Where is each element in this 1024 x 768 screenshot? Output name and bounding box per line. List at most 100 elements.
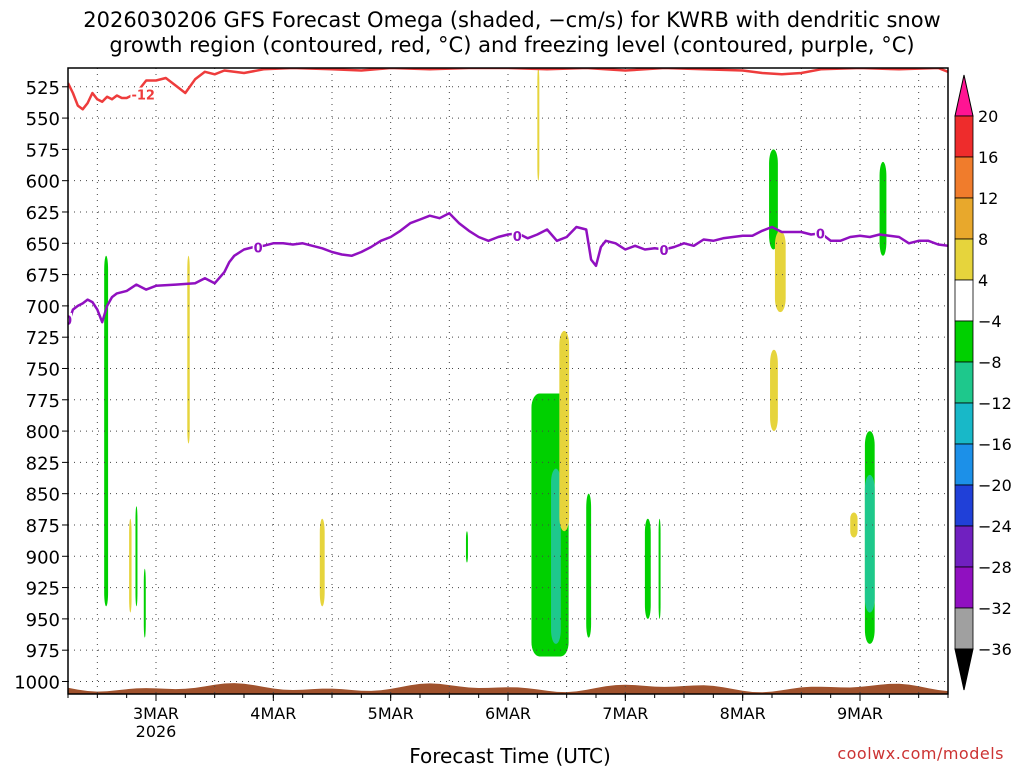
colorbar-label-5: −4 — [978, 312, 1002, 331]
colorbar-box-8 — [954, 402, 974, 445]
colorbar-label-8: −16 — [978, 435, 1012, 454]
colorbar-label-0: 20 — [978, 107, 998, 126]
credit-link[interactable]: coolwx.com/models — [837, 744, 1004, 763]
y-tick-label-900: 900 — [26, 547, 60, 568]
x-tick-label-6: 9MAR — [837, 704, 883, 723]
omega-region-6 — [465, 531, 468, 563]
omega-region-3 — [143, 568, 146, 638]
omega-region-22 — [537, 68, 540, 181]
colorbar-box-5 — [954, 279, 974, 322]
grid-layer — [68, 68, 948, 694]
y-tick-label-800: 800 — [26, 422, 60, 443]
contour-label-bg-5 — [814, 226, 825, 241]
omega-region-13 — [769, 149, 778, 250]
contour-line-0 — [68, 68, 948, 111]
y-tick-label-775: 775 — [26, 391, 60, 412]
colorbar-label-13: −36 — [978, 640, 1012, 659]
colorbar-box-11 — [954, 525, 974, 568]
colorbar-label-7: −12 — [978, 394, 1012, 413]
chart-title-line-2: growth region (contoured, red, °C) and f… — [109, 33, 915, 57]
x-tick-label-5: 8MAR — [720, 704, 766, 723]
y-tick-label-550: 550 — [26, 109, 60, 130]
omega-region-5 — [319, 518, 325, 607]
omega-region-18 — [850, 512, 858, 538]
omega-region-10 — [586, 493, 592, 638]
colorbar-label-1: 16 — [978, 148, 998, 167]
omega-region-4 — [187, 255, 190, 444]
contour-label-bg-4 — [658, 242, 669, 257]
contour-label-bg-2 — [252, 240, 263, 255]
x-axis-title: Forecast Time (UTC) — [409, 744, 611, 768]
omega-region-21 — [977, 156, 984, 281]
colorbar-box-3 — [954, 197, 974, 240]
chart-title-line-1: 2026030206 GFS Forecast Omega (shaded, −… — [83, 8, 941, 32]
omega-region-12 — [658, 518, 661, 619]
contour-label-5: 0 — [816, 228, 825, 243]
y-tick-label-625: 625 — [26, 203, 60, 224]
colorbar-label-12: −32 — [978, 599, 1012, 618]
colorbar-box-7 — [954, 361, 974, 404]
y-tick-label-525: 525 — [26, 78, 60, 99]
contour-label-1: 0 — [63, 314, 72, 329]
omega-region-11 — [644, 518, 651, 619]
contour-label-2: 0 — [254, 241, 263, 256]
terrain-fill — [68, 683, 948, 694]
colorbar-box-10 — [954, 484, 974, 527]
contour-line-1 — [68, 211, 948, 326]
omega-region-2 — [135, 506, 138, 607]
contour-layer: -12 0 0 0 0 0 — [63, 68, 948, 329]
y-tick-label-925: 925 — [26, 579, 60, 600]
colorbar-label-3: 8 — [978, 230, 988, 249]
omega-region-19 — [879, 161, 887, 256]
colorbar-label-6: −8 — [978, 353, 1002, 372]
x-tick-label-4: 7MAR — [602, 704, 648, 723]
axes-layer: 525 550 575 600 625 650 675 700 725 750 775 800 825 8… — [14, 67, 949, 741]
y-tick-label-750: 750 — [26, 359, 60, 380]
omega-region-15 — [770, 349, 778, 432]
colorbar-label-10: −24 — [978, 517, 1012, 536]
colorbar-box-12 — [954, 566, 974, 609]
y-tick-label-950: 950 — [26, 610, 60, 631]
omega-region-17 — [864, 474, 875, 613]
contour-label-3: 0 — [513, 230, 522, 245]
y-tick-label-675: 675 — [26, 266, 60, 287]
contour-label-bg-3 — [511, 229, 522, 244]
colorbar-box-6 — [954, 320, 974, 363]
colorbar-box-2 — [954, 156, 974, 199]
colorbar: 20 16 12 8 4 −4 −8 −12 −16 −20 −24 −28 −32 −36 — [954, 74, 1012, 691]
colorbar-box-1 — [954, 115, 974, 158]
y-tick-label-575: 575 — [26, 140, 60, 161]
colorbar-box-4 — [954, 238, 974, 281]
omega-region-8 — [551, 468, 561, 644]
omega-shading-layer — [104, 68, 984, 657]
omega-region-1 — [129, 518, 132, 613]
y-tick-label-825: 825 — [26, 453, 60, 474]
x-tick-label-2: 5MAR — [368, 704, 414, 723]
x-tick-label-3: 6MAR — [485, 704, 531, 723]
ground-layer — [68, 683, 948, 694]
colorbar-box-9 — [954, 443, 974, 486]
y-tick-label-700: 700 — [26, 297, 60, 318]
y-tick-label-850: 850 — [26, 485, 60, 506]
contour-label-bg-0 — [130, 87, 157, 102]
y-tick-label-600: 600 — [26, 172, 60, 193]
colorbar-box-13 — [954, 607, 974, 650]
omega-region-14 — [774, 230, 786, 313]
x-tick-sublabel-0: 2026 — [136, 722, 177, 741]
y-tick-label-975: 975 — [26, 641, 60, 662]
x-tick-label-0: 3MAR — [133, 704, 179, 723]
colorbar-label-9: −20 — [978, 476, 1012, 495]
y-tick-label-875: 875 — [26, 516, 60, 537]
contour-label-4: 0 — [659, 244, 668, 259]
y-tick-label-650: 650 — [26, 234, 60, 255]
omega-region-0 — [104, 255, 109, 607]
colorbar-label-11: −28 — [978, 558, 1012, 577]
colorbar-label-2: 12 — [978, 189, 998, 208]
contour-label-0: -12 — [131, 89, 155, 104]
y-tick-label-725: 725 — [26, 328, 60, 349]
contour-label-bg-1 — [68, 312, 72, 327]
y-tick-label-1000: 1000 — [14, 672, 60, 693]
colorbar-label-4: 4 — [978, 271, 988, 290]
x-tick-label-1: 4MAR — [250, 704, 296, 723]
